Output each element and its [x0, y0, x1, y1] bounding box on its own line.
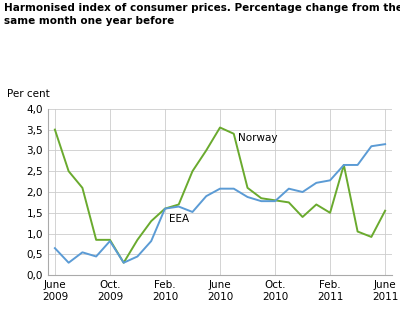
Text: Harmonised index of consumer prices. Percentage change from the
same month one y: Harmonised index of consumer prices. Per… — [4, 3, 400, 26]
Text: Per cent: Per cent — [7, 89, 50, 99]
Text: EEA: EEA — [169, 214, 189, 224]
Text: Norway: Norway — [238, 133, 277, 143]
